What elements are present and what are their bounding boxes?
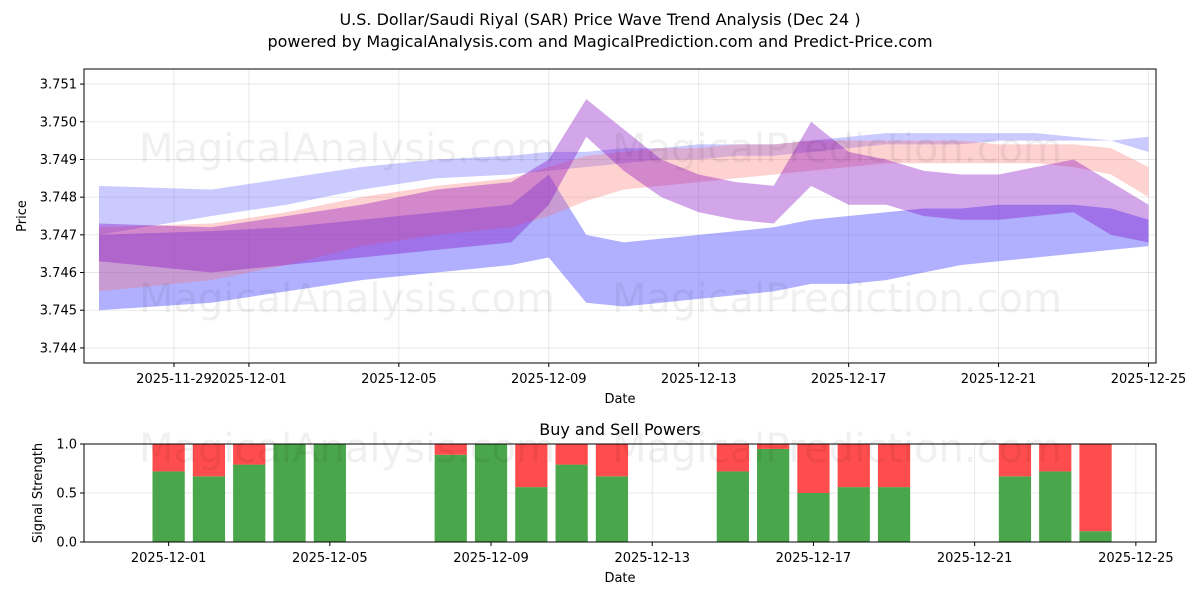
price-y-tick-label: 3.746 [40,266,77,281]
buy-bar [474,444,508,542]
sell-bar [837,444,870,488]
chart-title: U.S. Dollar/Saudi Riyal (SAR) Price Wave… [339,10,860,29]
power-x-tick-label: 2025-12-05 [292,551,368,566]
price-x-tick-label: 2025-12-17 [811,372,887,387]
price-y-tick-label: 3.751 [40,78,77,93]
blue-upper-band [98,133,1149,235]
price-y-tick-label: 3.744 [40,341,77,356]
price-x-tick-label: 2025-12-09 [511,372,587,387]
watermark-analysis-power: MagicalAnalysis.com [139,426,555,472]
buy-bar [192,476,226,542]
sell-bar [716,444,749,472]
buy-bar [273,444,306,542]
price-plot-frame [83,68,1157,364]
sell-bar [434,444,467,455]
power-x-tick-label: 2025-12-25 [1098,551,1174,566]
price-y-axis-label: Price [15,200,30,232]
buy-bar [1039,471,1072,542]
price-axes: 2025-11-29 2025-12-01 2025-12-05 2025-12-09… [40,78,1187,387]
sell-bar [192,444,226,477]
purple-wave-band [98,99,1149,273]
price-x-tick-label: 2025-12-25 [1111,372,1187,387]
buy-bar [877,487,911,542]
buy-bar [998,476,1032,542]
power-x-tick-label: 2025-12-01 [131,551,207,566]
red-band [98,140,1149,292]
watermark-prediction-top: MagicalPrediction.com [612,126,1062,172]
power-x-tick-label: 2025-12-17 [776,551,852,566]
price-watermarks: MagicalAnalysis.com MagicalPrediction.co… [139,126,1062,322]
buy-bar [233,464,266,542]
price-y-tick-label: 3.747 [40,228,77,243]
price-x-tick-label: 2025-12-21 [961,372,1037,387]
price-x-axis-label: Date [604,392,635,407]
power-x-tick-label: 2025-12-21 [937,551,1013,566]
power-x-axis-label: Date [604,571,635,586]
buy-bar [313,444,346,542]
buy-bar [837,487,870,542]
sell-bar [877,444,911,488]
power-x-tick-label: 2025-12-13 [614,551,690,566]
power-bars [152,444,1112,542]
price-x-tick-label: 2025-12-05 [361,372,437,387]
blue-lower-band [98,174,1149,311]
power-y-axis-label: Signal Strength [31,443,46,543]
watermark-prediction-bottom: MagicalPrediction.com [612,276,1062,322]
sell-bar [233,444,266,465]
sell-bar [998,444,1032,477]
sell-bar [515,444,548,488]
price-x-tick-label: 2025-12-01 [211,372,287,387]
sell-bar [1039,444,1072,472]
buy-bar [797,493,830,542]
power-plot-title: Buy and Sell Powers [539,420,701,439]
watermark-analysis-bottom: MagicalAnalysis.com [139,276,555,322]
chart-subtitle: powered by MagicalAnalysis.com and Magic… [267,32,932,51]
price-x-tick-label: 2025-12-13 [661,372,737,387]
watermark-analysis-top: MagicalAnalysis.com [139,126,555,172]
power-x-tick-label: 2025-12-09 [453,551,529,566]
buy-bar [434,454,467,542]
price-y-tick-label: 3.750 [40,115,77,130]
power-watermarks: MagicalAnalysis.com MagicalPrediction.co… [139,426,1062,472]
buy-bar [1079,531,1112,542]
power-axes: 2025-12-01 2025-12-05 2025-12-09 2025-12-13… [56,438,1173,567]
sell-bar [555,444,588,465]
buy-bar [152,471,185,542]
price-y-tick-label: 3.745 [40,304,77,319]
buy-bar [716,471,749,542]
price-grid [84,69,1156,363]
buy-bar [595,476,629,542]
sell-bar [1079,444,1112,532]
power-y-tick-label: 0.0 [56,536,77,551]
sell-bar [595,444,629,477]
buy-bar [555,464,588,542]
price-y-tick-label: 3.748 [40,191,77,206]
price-plot: MagicalAnalysis.com MagicalPrediction.co… [15,68,1187,407]
power-y-tick-label: 0.5 [56,487,77,502]
price-bands [98,99,1149,311]
power-plot-frame [83,443,1157,543]
sell-bar [152,444,185,472]
power-y-tick-label: 1.0 [56,438,77,453]
sell-bar [757,444,790,449]
price-y-tick-label: 3.749 [40,153,77,168]
watermark-prediction-power: MagicalPrediction.com [612,426,1062,472]
power-plot: Buy and Sell Powers MagicalAnalysis.com … [31,420,1174,586]
buy-bar [757,448,790,542]
price-x-tick-label: 2025-11-29 [136,372,212,387]
sell-bar [797,444,830,493]
buy-bar [515,487,548,542]
